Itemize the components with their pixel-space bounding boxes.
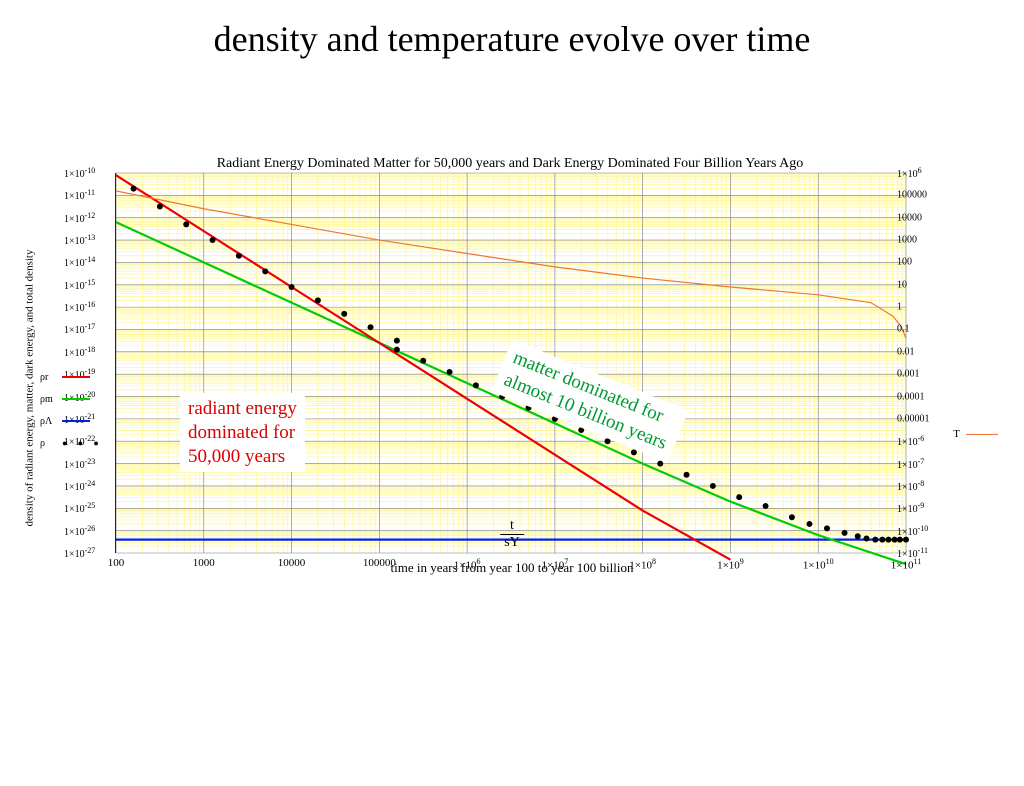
y-left-tick: 1×10-18	[64, 345, 95, 359]
y-left-tick: 1×10-15	[64, 278, 95, 292]
y-right-tick: 1	[897, 302, 957, 313]
legend-swatch	[62, 420, 90, 422]
legend-label: ρm	[40, 394, 58, 405]
legend-right-label: T	[953, 428, 960, 440]
y-left-tick: 1×10-10	[64, 166, 95, 180]
y-left-tick: 1×10-17	[64, 322, 95, 336]
y-right-tick: 0.00001	[897, 413, 957, 424]
x-tick: 1000	[193, 557, 215, 569]
legend-row: ρr	[40, 366, 103, 388]
y-left-tick: 1×10-25	[64, 501, 95, 515]
legend-swatch: ● ● ●	[62, 438, 103, 448]
y-left-tick: 1×10-12	[64, 211, 95, 225]
y-right-tick: 1×10-10	[897, 523, 957, 537]
y-right-tick: 1×10-9	[897, 501, 957, 515]
legend-label: ρr	[40, 372, 58, 383]
y-right-tick: 0.01	[897, 346, 957, 357]
y-left-tick: 1×10-27	[64, 546, 95, 560]
y-right-tick: 10000	[897, 212, 957, 223]
chart-title: Radiant Energy Dominated Matter for 50,0…	[115, 156, 905, 172]
legend-row: ρΛ	[40, 410, 103, 432]
y-right-tick: 10	[897, 279, 957, 290]
x-tick: 1×1010	[803, 557, 834, 572]
chart-container: Radiant Energy Dominated Matter for 50,0…	[0, 108, 1024, 628]
page-title: density and temperature evolve over time	[0, 18, 1024, 60]
annotation: radiant energydominated for50,000 years	[180, 393, 305, 472]
y-left-tick: 1×10-11	[64, 188, 95, 202]
y-right-tick: 0.1	[897, 324, 957, 335]
y-right-tick: 0.0001	[897, 391, 957, 402]
y-left-tick: 1×10-13	[64, 233, 95, 247]
y-right-tick: 1×10-8	[897, 479, 957, 493]
y-right-tick: 1×10-11	[897, 546, 957, 560]
x-tick: 100	[108, 557, 125, 569]
y-right-tick: 1×10-7	[897, 456, 957, 470]
legend-swatch	[62, 398, 90, 400]
legend-left: ρr ρm ρΛ ρ ● ● ●	[40, 366, 103, 454]
y-left-tick: 1×10-24	[64, 479, 95, 493]
y-left-tick: 1×10-14	[64, 255, 95, 269]
y-axis-left-label: density of radiant energy, matter, dark …	[20, 208, 38, 568]
y-left-tick: 1×10-16	[64, 300, 95, 314]
legend-right: T	[953, 428, 998, 440]
y-right-tick: 100	[897, 257, 957, 268]
legend-label: ρΛ	[40, 416, 58, 427]
legend-row: ρm	[40, 388, 103, 410]
y-right-tick: 0.001	[897, 369, 957, 380]
y-right-tick: 1×106	[897, 166, 957, 180]
y-left-tick: 1×10-26	[64, 523, 95, 537]
x-tick: 1×109	[717, 557, 744, 572]
y-right-tick: 100000	[897, 190, 957, 201]
legend-swatch	[62, 376, 90, 378]
legend-row: ρ ● ● ●	[40, 432, 103, 454]
x-axis-label: time in years from year 100 to year 100 …	[391, 560, 634, 576]
y-left-tick: 1×10-23	[64, 456, 95, 470]
x-tick: 10000	[278, 557, 306, 569]
legend-right-swatch	[966, 434, 998, 435]
y-right-tick: 1000	[897, 235, 957, 246]
legend-label: ρ	[40, 438, 58, 449]
y-right-tick: 1×10-6	[897, 434, 957, 448]
x-axis-unit: t sY	[500, 518, 524, 551]
